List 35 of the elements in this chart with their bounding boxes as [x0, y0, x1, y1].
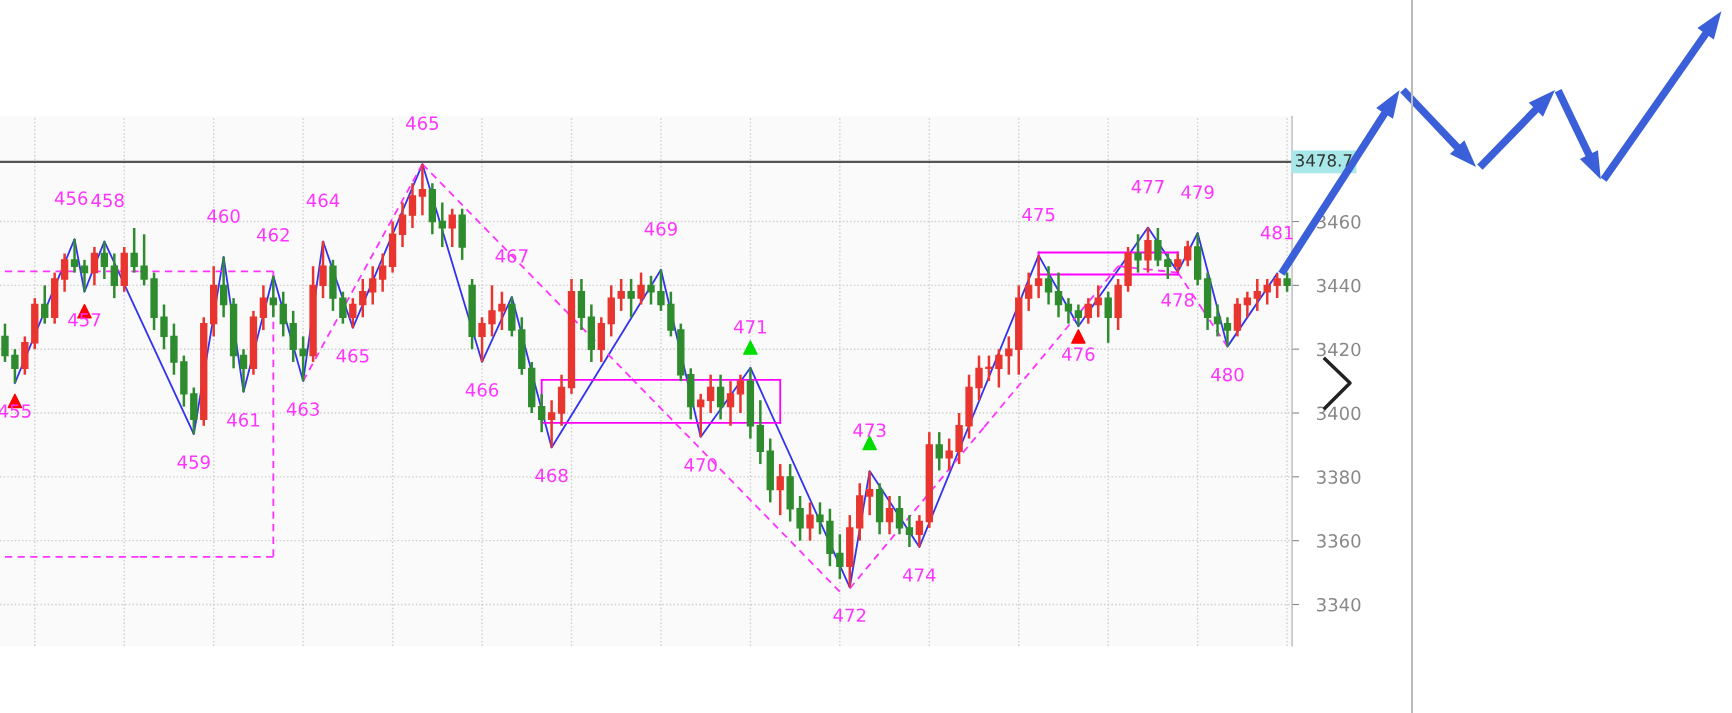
y-tick-label: 3360 — [1317, 534, 1361, 548]
annotation: 476 — [1062, 347, 1095, 362]
annotation: 474 — [903, 568, 936, 582]
annotation: 479 — [1181, 185, 1214, 199]
annotation: 465 — [336, 348, 369, 363]
annotation: 460 — [207, 209, 240, 223]
annotation: 472 — [833, 608, 866, 622]
annotation: 481 — [1260, 225, 1293, 240]
annotation: 464 — [306, 193, 340, 208]
annotation: 461 — [227, 413, 260, 427]
annotation: 456 — [54, 191, 88, 206]
annotation: 463 — [286, 402, 319, 416]
y-tick-label: 3420 — [1317, 342, 1361, 357]
y-tick-label: 3380 — [1317, 470, 1361, 484]
annotation: 466 — [465, 383, 499, 397]
annotation: 471 — [734, 320, 766, 334]
annotation: 462 — [256, 228, 289, 242]
y-tick-label: 3440 — [1317, 278, 1361, 293]
annotation: 470 — [684, 458, 717, 472]
annotation: 477 — [1131, 180, 1164, 194]
annotation: 473 — [853, 423, 886, 438]
annotation: 458 — [91, 193, 124, 208]
annotation: 480 — [1211, 367, 1244, 382]
annotation: 459 — [177, 455, 210, 469]
annotation: 469 — [644, 222, 677, 236]
ref-line-label: 3478.7 — [1295, 154, 1352, 167]
y-tick-label: 3460 — [1317, 214, 1361, 229]
annotation: 465 — [406, 116, 439, 131]
y-tick-label: 3340 — [1317, 597, 1361, 612]
annotation: 478 — [1161, 293, 1194, 307]
y-tick-label: 3400 — [1317, 406, 1361, 421]
annotation: 475 — [1022, 207, 1055, 222]
annotation: 457 — [68, 313, 101, 327]
annotation: 468 — [535, 468, 568, 483]
annotation: 467 — [495, 249, 528, 263]
